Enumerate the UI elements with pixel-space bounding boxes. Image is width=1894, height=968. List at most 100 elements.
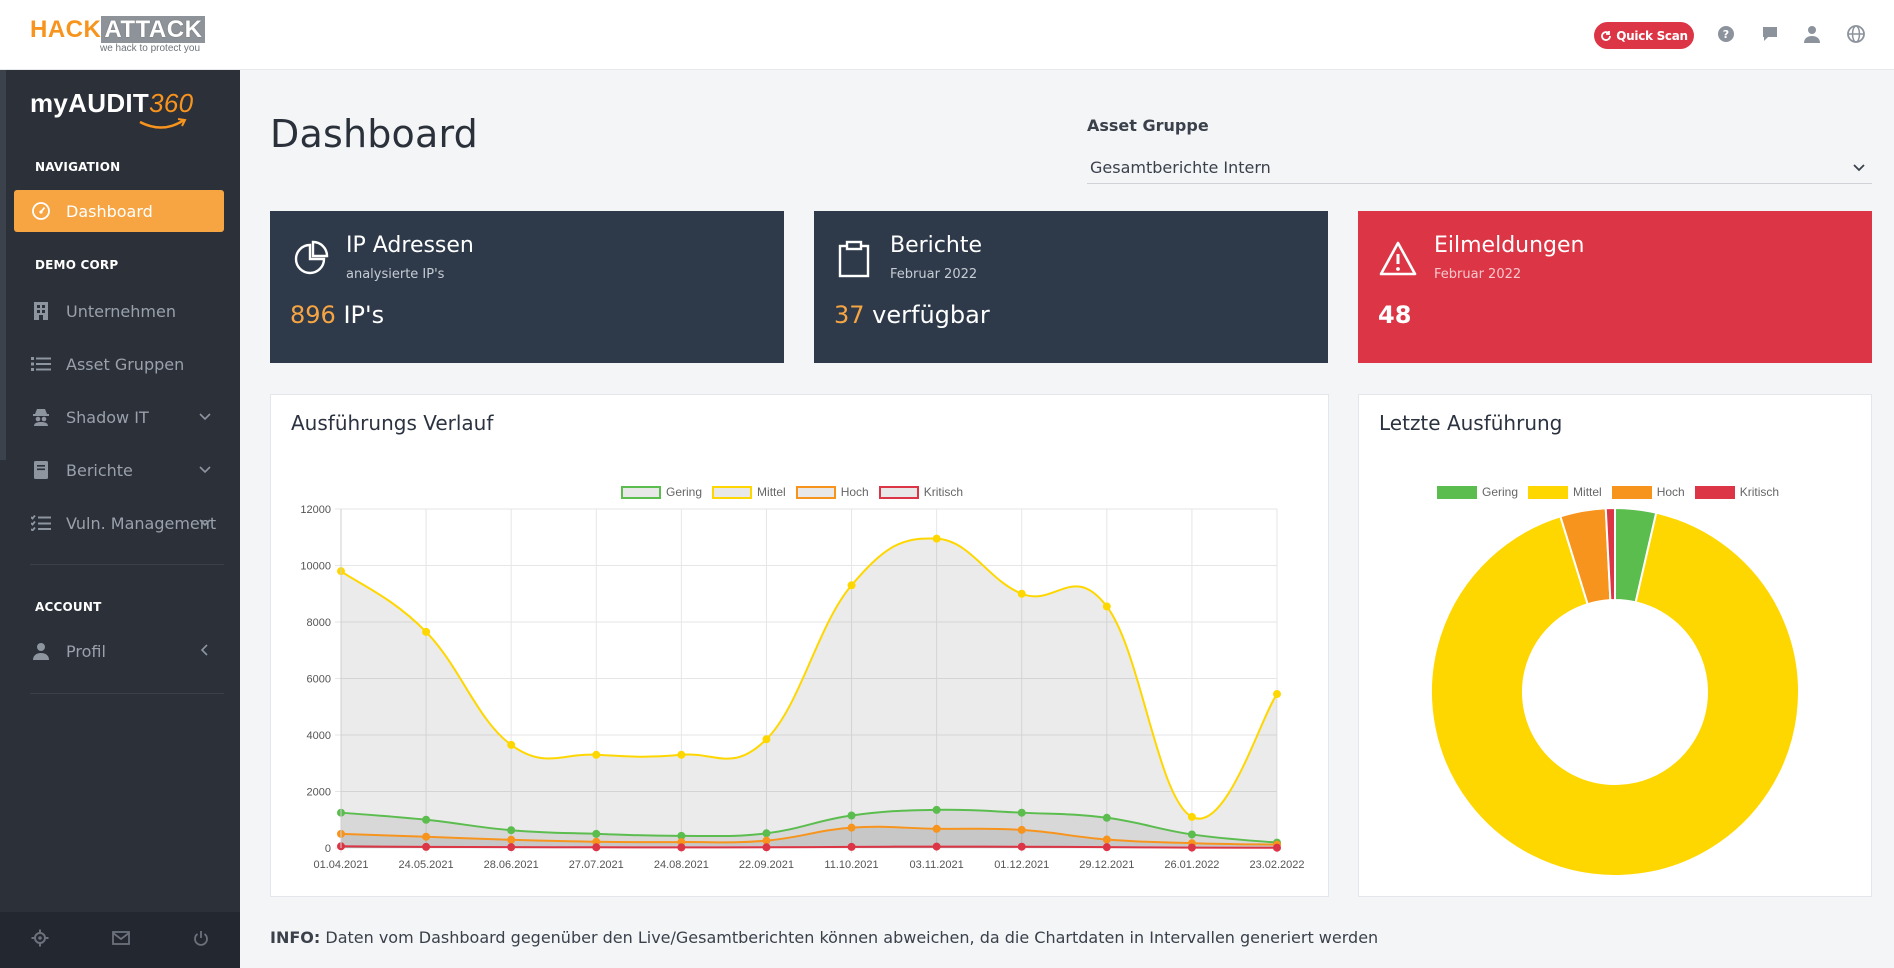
- org-section-header: DEMO CORP: [35, 258, 119, 272]
- legend-label: Mittel: [1573, 485, 1602, 499]
- card-subtitle: analysierte IP's: [346, 267, 445, 282]
- data-point-kritisch[interactable]: [1102, 843, 1111, 852]
- sidebar-item-shadow-it[interactable]: Shadow IT: [14, 396, 224, 438]
- data-point-mittel[interactable]: [1187, 812, 1196, 821]
- donut-chart: [1430, 506, 1800, 877]
- legend-label: Gering: [666, 485, 703, 499]
- data-point-kritisch[interactable]: [762, 843, 771, 852]
- data-point-kritisch[interactable]: [1017, 842, 1026, 851]
- data-point-hoch[interactable]: [932, 824, 941, 833]
- data-point-gering[interactable]: [507, 826, 516, 835]
- quick-scan-button[interactable]: Quick Scan: [1594, 22, 1694, 49]
- legend-item-kritisch[interactable]: Kritisch: [878, 485, 964, 499]
- app-logo[interactable]: myAUDIT360: [30, 88, 193, 129]
- user-icon[interactable]: [1800, 22, 1824, 46]
- data-point-hoch[interactable]: [762, 836, 771, 845]
- data-point-kritisch[interactable]: [1273, 843, 1281, 852]
- sidebar-item-vuln-management[interactable]: Vuln. Management: [14, 502, 224, 544]
- data-point-hoch[interactable]: [1102, 835, 1111, 844]
- data-point-kritisch[interactable]: [507, 843, 516, 852]
- data-point-kritisch[interactable]: [847, 842, 856, 851]
- data-point-gering[interactable]: [1102, 813, 1111, 822]
- series-line-hoch: [340, 825, 1278, 846]
- chevron-down-icon: [199, 466, 211, 474]
- chat-icon[interactable]: [1758, 22, 1782, 46]
- globe-icon[interactable]: [1844, 22, 1868, 46]
- x-tick-label: 03.11.2021: [910, 859, 964, 871]
- legend-label: Kritisch: [1739, 485, 1780, 499]
- help-icon[interactable]: ?: [1714, 22, 1738, 46]
- ip-addresses-card[interactable]: IP Adressen analysierte IP's 896 IP's: [270, 211, 784, 363]
- data-point-mittel[interactable]: [1273, 690, 1281, 699]
- sidebar-item-berichte[interactable]: Berichte: [14, 449, 224, 491]
- data-point-gering[interactable]: [847, 811, 856, 820]
- legend-label: Kritisch: [923, 485, 964, 499]
- donut-slice-mittel[interactable]: [1430, 511, 1800, 877]
- data-point-mittel[interactable]: [592, 750, 601, 759]
- building-icon: [30, 300, 52, 322]
- data-point-mittel[interactable]: [932, 534, 941, 543]
- brand-name: HACK ATTACK: [30, 16, 206, 43]
- data-point-mittel[interactable]: [1017, 589, 1026, 598]
- alerts-card[interactable]: Eilmeldungen Februar 2022 48: [1358, 211, 1872, 363]
- data-point-hoch[interactable]: [1017, 825, 1026, 834]
- data-point-kritisch[interactable]: [1187, 843, 1196, 852]
- sidebar-item-profil[interactable]: Profil: [14, 630, 224, 672]
- user-icon: [30, 640, 52, 662]
- x-tick-label: 27.07.2021: [569, 859, 624, 871]
- data-point-mittel[interactable]: [677, 750, 686, 759]
- legend-label: Mittel: [757, 485, 786, 499]
- data-point-mittel[interactable]: [1102, 602, 1111, 611]
- legend-swatch: [878, 485, 919, 499]
- data-point-gering[interactable]: [422, 815, 431, 824]
- data-point-kritisch[interactable]: [422, 842, 431, 851]
- data-point-mittel[interactable]: [847, 581, 856, 590]
- legend-swatch: [1694, 485, 1735, 499]
- data-point-gering[interactable]: [1187, 830, 1196, 839]
- donut-slice-kritisch[interactable]: [1604, 506, 1616, 602]
- legend-item-kritisch[interactable]: Kritisch: [1694, 485, 1780, 499]
- y-tick-label: 2000: [307, 787, 331, 799]
- brand-logo[interactable]: HACK ATTACK we hack to protect you: [30, 16, 206, 54]
- gear-icon[interactable]: [31, 929, 49, 951]
- pie-chart-icon: [294, 240, 329, 275]
- data-point-hoch[interactable]: [422, 832, 431, 841]
- data-point-gering[interactable]: [1017, 808, 1026, 817]
- data-point-kritisch[interactable]: [932, 842, 941, 851]
- data-point-mittel[interactable]: [422, 627, 431, 636]
- legend-item-hoch[interactable]: Hoch: [795, 485, 869, 499]
- x-tick-label: 24.08.2021: [654, 859, 709, 871]
- mail-icon[interactable]: [112, 930, 130, 950]
- x-tick-label: 01.04.2021: [313, 859, 368, 871]
- legend-item-mittel[interactable]: Mittel: [712, 485, 786, 499]
- sidebar-item-dashboard[interactable]: Dashboard: [14, 190, 224, 232]
- sidebar-scrollbar[interactable]: [0, 70, 6, 460]
- book-icon: [30, 459, 52, 481]
- data-point-mittel[interactable]: [507, 740, 516, 749]
- legend-swatch: [1437, 485, 1477, 499]
- sidebar-item-asset-gruppen[interactable]: Asset Gruppen: [14, 343, 224, 385]
- reports-card[interactable]: Berichte Februar 2022 37 verfügbar: [814, 211, 1328, 363]
- data-point-kritisch[interactable]: [592, 843, 601, 852]
- legend-item-mittel[interactable]: Mittel: [1528, 485, 1602, 499]
- y-tick-label: 6000: [307, 674, 331, 686]
- card-title: IP Adressen: [346, 233, 474, 258]
- data-point-gering[interactable]: [592, 829, 601, 838]
- x-tick-label: 29.12.2021: [1079, 859, 1134, 871]
- data-point-hoch[interactable]: [847, 823, 856, 832]
- sidebar-item-unternehmen[interactable]: Unternehmen: [14, 290, 224, 332]
- legend-item-gering[interactable]: Gering: [621, 485, 702, 499]
- data-point-gering[interactable]: [932, 805, 941, 814]
- asset-group-select[interactable]: Gesamtberichte Intern: [1087, 152, 1872, 184]
- data-point-gering[interactable]: [762, 829, 771, 838]
- legend-swatch: [621, 485, 661, 499]
- data-point-hoch[interactable]: [507, 835, 516, 844]
- legend-swatch: [1611, 485, 1652, 499]
- power-icon[interactable]: [193, 930, 209, 950]
- data-point-kritisch[interactable]: [677, 843, 686, 852]
- data-point-mittel[interactable]: [762, 735, 771, 744]
- x-tick-label: 24.05.2021: [399, 859, 454, 871]
- chevron-down-icon: [1853, 164, 1865, 172]
- legend-item-gering[interactable]: Gering: [1437, 485, 1518, 499]
- legend-item-hoch[interactable]: Hoch: [1611, 485, 1685, 499]
